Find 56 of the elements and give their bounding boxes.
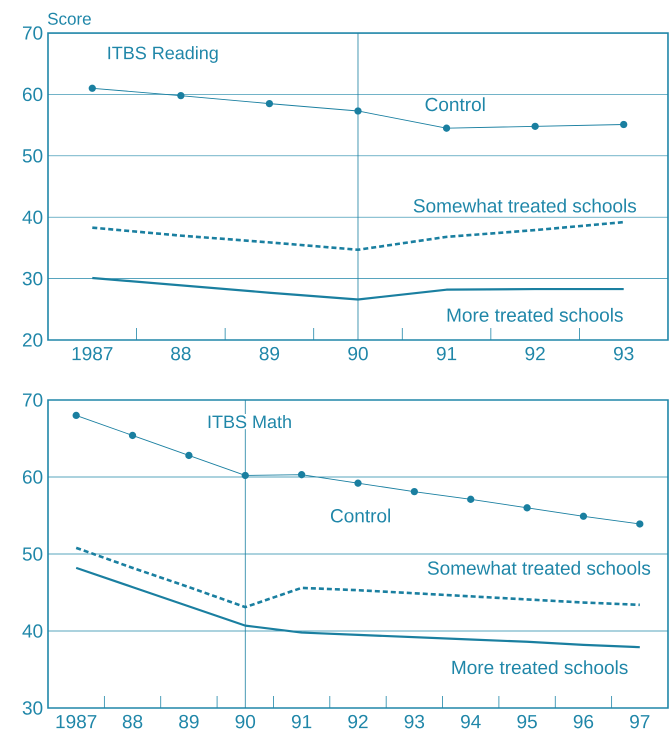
y-tick-label: 20 <box>22 333 42 347</box>
x-tick-label: 93 <box>614 346 634 360</box>
y-tick-label: 70 <box>22 26 42 40</box>
x-tick-label: 93 <box>404 714 424 728</box>
y-tick-label: 70 <box>22 393 42 407</box>
point <box>72 412 80 420</box>
point <box>354 480 362 487</box>
x-tick-label: 88 <box>171 346 191 360</box>
text: ITBS Reading <box>108 46 218 63</box>
x-tick-label: 88 <box>122 714 142 728</box>
series-label: More treated schools <box>452 660 628 674</box>
x-tick-label: 92 <box>348 714 368 728</box>
x-tick-label: 89 <box>179 714 199 728</box>
series-label: Control <box>330 508 390 522</box>
y-tick-label: 30 <box>22 701 42 715</box>
x-tick-label: 95 <box>517 714 537 728</box>
y-tick-label: 60 <box>22 88 42 102</box>
y-tick-label: 40 <box>22 624 42 638</box>
point <box>298 471 306 478</box>
x-tick-label: 97 <box>630 714 650 728</box>
x-tick-label: 90 <box>348 346 368 360</box>
series-label: Somewhat treated schools <box>414 198 636 213</box>
y-tick-label: 30 <box>22 272 42 286</box>
point <box>580 512 588 520</box>
point <box>266 100 274 108</box>
point <box>523 504 531 512</box>
x-tick-label: 90 <box>236 714 256 728</box>
y-tick-label: 40 <box>22 210 42 224</box>
series-label: Control <box>426 97 485 112</box>
x-tick-label: 89 <box>260 346 280 360</box>
x-tick-label: 92 <box>525 346 545 360</box>
point <box>410 488 418 496</box>
y-tick-label: 60 <box>22 470 42 484</box>
series-label: More treated schools <box>448 308 623 322</box>
x-tick-label: 91 <box>436 346 456 360</box>
y-axis-title: Score <box>48 12 91 25</box>
point <box>88 84 96 92</box>
point <box>242 472 249 480</box>
point <box>467 496 474 503</box>
point <box>128 432 136 440</box>
x-tick-label: 1987 <box>56 714 96 728</box>
point <box>636 520 644 528</box>
y-tick-label: 50 <box>22 547 42 561</box>
text: ITBS Math <box>208 414 291 428</box>
y-tick-label: 50 <box>22 149 42 163</box>
point <box>185 452 193 460</box>
x-tick-label: 1987 <box>72 346 112 360</box>
x-tick-label: 94 <box>461 714 481 728</box>
series-label: Somewhat treated schools <box>428 560 650 575</box>
x-tick-label: 91 <box>292 714 312 728</box>
point <box>177 92 185 100</box>
point <box>531 122 539 130</box>
point <box>620 120 628 128</box>
point <box>354 107 362 115</box>
x-tick-label: 96 <box>574 714 594 728</box>
point <box>442 124 450 132</box>
